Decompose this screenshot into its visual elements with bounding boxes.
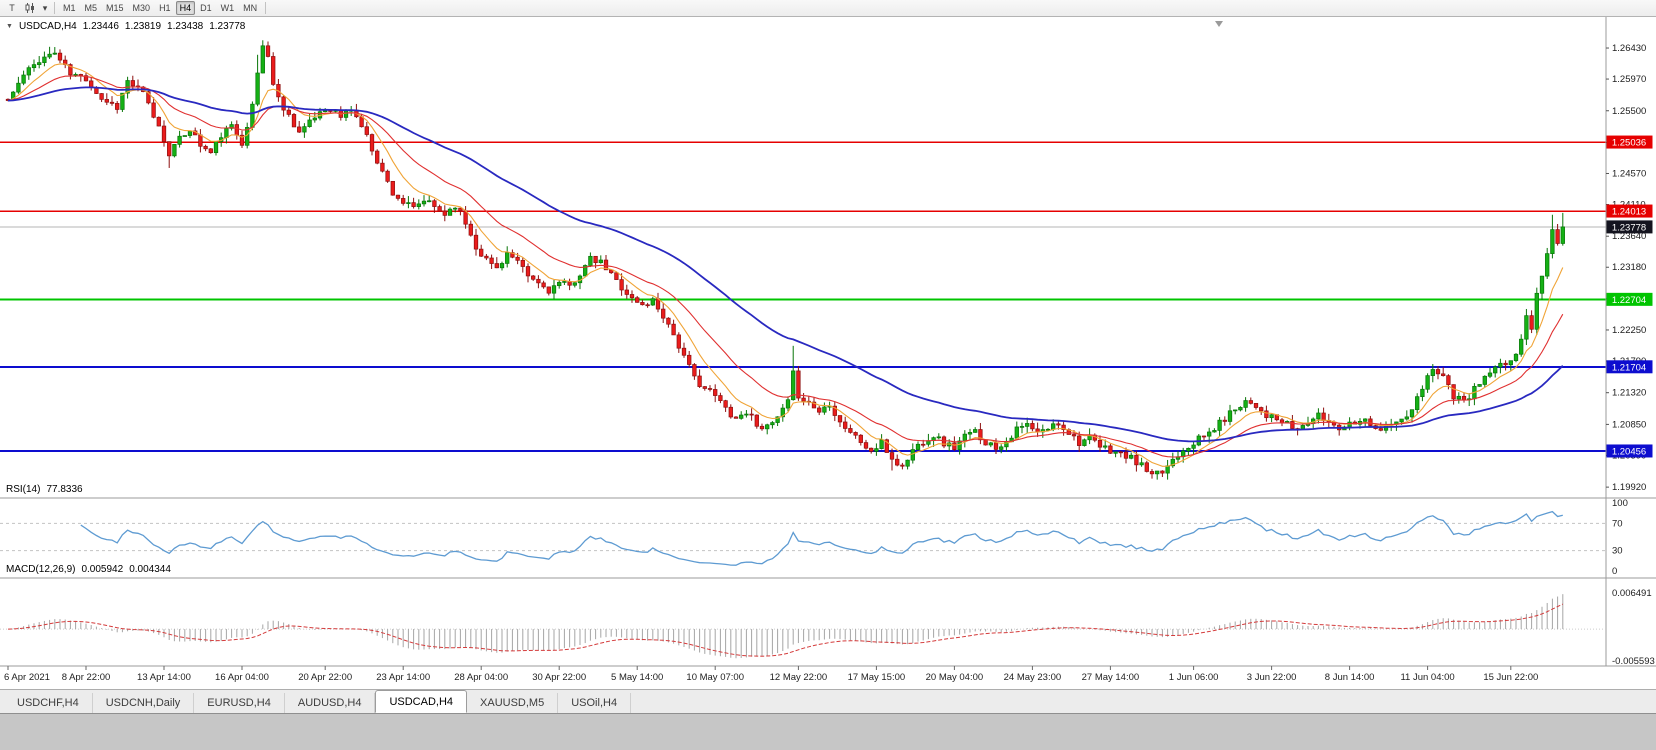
svg-text:1.25970: 1.25970 xyxy=(1612,74,1646,85)
svg-text:1.25036: 1.25036 xyxy=(1612,138,1646,149)
chart-tab-usoil[interactable]: USOil,H4 xyxy=(558,693,632,713)
timeframe-button-h4[interactable]: H4 xyxy=(175,1,196,15)
candlestick-chart-icon[interactable] xyxy=(21,1,40,15)
svg-text:-0.005593: -0.005593 xyxy=(1612,656,1655,667)
svg-text:1.24013: 1.24013 xyxy=(1612,207,1646,218)
svg-text:15 Jun 22:00: 15 Jun 22:00 xyxy=(1483,672,1538,683)
svg-text:16 Apr 04:00: 16 Apr 04:00 xyxy=(215,672,269,683)
timeframe-button-m5[interactable]: M5 xyxy=(84,3,98,13)
svg-text:20 Apr 22:00: 20 Apr 22:00 xyxy=(298,672,352,683)
chart-type-dropdown-arrow[interactable]: ▾ xyxy=(40,1,50,15)
timeframe-button-mn[interactable]: MN xyxy=(243,3,258,13)
candlestick-glyph xyxy=(25,3,34,13)
svg-text:1.19920: 1.19920 xyxy=(1612,482,1646,493)
toolbar: T ▾ M1 M5 M15 M30 H1 H4 D1 W1 MN xyxy=(0,0,1656,17)
chart-svg[interactable]: 1.264301.259701.255001.250301.245701.241… xyxy=(0,17,1656,689)
svg-text:100: 100 xyxy=(1612,498,1628,509)
svg-text:23 Apr 14:00: 23 Apr 14:00 xyxy=(376,672,430,683)
svg-text:27 May 14:00: 27 May 14:00 xyxy=(1082,672,1140,683)
chart-shift-marker xyxy=(1215,21,1223,27)
chart-tab-xauusd[interactable]: XAUUSD,M5 xyxy=(467,693,559,713)
timeframe-button-w1[interactable]: W1 xyxy=(220,3,235,13)
svg-text:1.26430: 1.26430 xyxy=(1612,43,1646,54)
chart-tab-eurusd[interactable]: EURUSD,H4 xyxy=(194,693,285,713)
svg-text:1.22250: 1.22250 xyxy=(1612,325,1646,336)
timeframe-button-d1[interactable]: D1 xyxy=(200,3,212,13)
status-strip xyxy=(0,713,1656,750)
svg-text:24 May 23:00: 24 May 23:00 xyxy=(1004,672,1062,683)
svg-text:8 Jun 14:00: 8 Jun 14:00 xyxy=(1325,672,1375,683)
svg-text:12 May 22:00: 12 May 22:00 xyxy=(770,672,828,683)
svg-text:30: 30 xyxy=(1612,546,1623,557)
svg-text:1.21320: 1.21320 xyxy=(1612,388,1646,399)
svg-text:28 Apr 04:00: 28 Apr 04:00 xyxy=(454,672,508,683)
templates-button[interactable]: T xyxy=(3,1,21,15)
svg-text:20 May 04:00: 20 May 04:00 xyxy=(926,672,984,683)
svg-text:1.20850: 1.20850 xyxy=(1612,419,1646,430)
toolbar-separator xyxy=(54,2,55,14)
svg-text:1.22704: 1.22704 xyxy=(1612,295,1646,306)
svg-text:10 May 07:00: 10 May 07:00 xyxy=(686,672,744,683)
svg-text:1.20456: 1.20456 xyxy=(1612,446,1646,457)
timeframe-button-m1[interactable]: M1 xyxy=(63,3,76,13)
svg-text:0.006491: 0.006491 xyxy=(1612,588,1652,599)
svg-text:6 Apr 2021: 6 Apr 2021 xyxy=(4,672,50,683)
chart-tab-usdchf[interactable]: USDCHF,H4 xyxy=(4,693,93,713)
svg-text:11 Jun 04:00: 11 Jun 04:00 xyxy=(1400,672,1454,683)
svg-text:1 Jun 06:00: 1 Jun 06:00 xyxy=(1169,672,1219,683)
svg-text:1.21704: 1.21704 xyxy=(1612,362,1646,373)
collapse-header-icon[interactable]: ▼ xyxy=(6,23,13,30)
templates-button-label: T xyxy=(9,3,15,13)
svg-text:1.23778: 1.23778 xyxy=(1612,222,1646,233)
dropdown-arrow-icon: ▾ xyxy=(42,2,48,13)
timeframe-button-m30[interactable]: M30 xyxy=(132,3,151,13)
svg-text:5 May 14:00: 5 May 14:00 xyxy=(611,672,663,683)
timeframe-button-m15[interactable]: M15 xyxy=(106,3,124,13)
svg-text:1.25500: 1.25500 xyxy=(1612,106,1646,117)
chart-tab-usdcad[interactable]: USDCAD,H4 xyxy=(375,690,468,713)
svg-text:1.23640: 1.23640 xyxy=(1612,231,1646,242)
svg-text:30 Apr 22:00: 30 Apr 22:00 xyxy=(532,672,586,683)
svg-text:13 Apr 14:00: 13 Apr 14:00 xyxy=(137,672,191,683)
svg-text:3 Jun 22:00: 3 Jun 22:00 xyxy=(1247,672,1297,683)
chart-tab-usdcnh[interactable]: USDCNH,Daily xyxy=(93,693,195,713)
chart-canvas[interactable]: 1.264301.259701.255001.250301.245701.241… xyxy=(0,17,1656,689)
svg-text:1.24570: 1.24570 xyxy=(1612,168,1646,179)
svg-text:70: 70 xyxy=(1612,518,1623,529)
svg-text:17 May 15:00: 17 May 15:00 xyxy=(848,672,906,683)
svg-text:0: 0 xyxy=(1612,566,1617,577)
svg-text:1.23180: 1.23180 xyxy=(1612,262,1646,273)
chart-tabs: USDCHF,H4 USDCNH,Daily EURUSD,H4 AUDUSD,H4 U… xyxy=(0,689,1656,713)
svg-text:8 Apr 22:00: 8 Apr 22:00 xyxy=(62,672,111,683)
chart-tab-audusd[interactable]: AUDUSD,H4 xyxy=(285,693,376,713)
toolbar-separator xyxy=(265,2,267,14)
timeframe-button-h1[interactable]: H1 xyxy=(159,3,171,13)
timeframe-buttons: M1 M5 M15 M30 H1 H4 D1 W1 MN xyxy=(59,1,261,15)
